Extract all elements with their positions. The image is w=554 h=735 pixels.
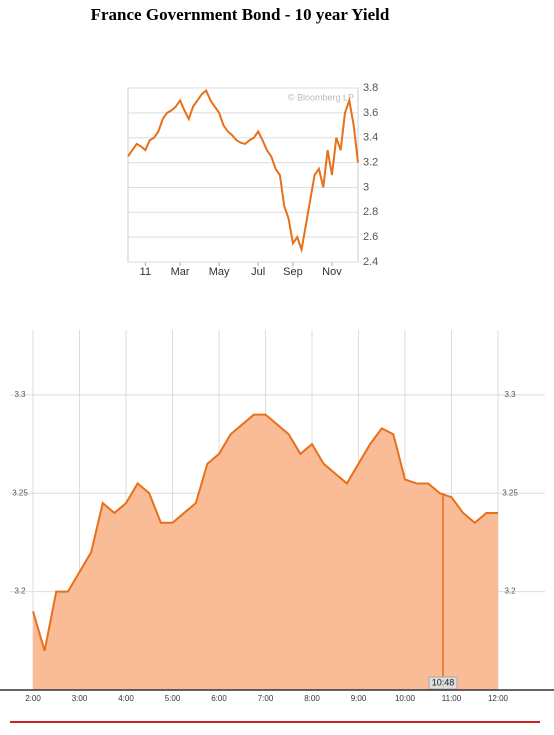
y-tick-label: 3.4 [363,132,378,144]
y-tick-label: 2.8 [363,206,378,218]
price-area [33,414,498,690]
y-tick-label: 2.6 [363,231,378,243]
y-tick-label-right: 3.2 [504,587,516,596]
y-tick-label: 3.6 [363,107,378,119]
y-tick-label: 3.2 [363,156,378,168]
x-tick-label: Sep [283,266,303,278]
x-tick-label: 10:00 [395,694,416,703]
x-tick-label: 7:00 [258,694,274,703]
x-tick-label: 8:00 [304,694,320,703]
y-tick-label: 3.25 [12,488,28,497]
price-line [32,413,498,651]
page-title: France Government Bond - 10 year Yield [91,5,390,24]
marker-label: 10:48 [432,677,455,687]
price-line [127,88,359,254]
y-tick-label: 3.3 [14,390,26,399]
plot-frame [127,87,359,263]
x-tick-label: 2:00 [25,694,41,703]
x-tick-label: 11 [140,266,151,278]
x-tick-label: 11:00 [442,694,462,703]
x-tick-label: 6:00 [211,694,227,703]
x-tick-label: 5:00 [165,694,181,703]
watermark: © Bloomberg LP [288,92,354,102]
y-tick-label: 3 [363,181,369,193]
y-tick-label: 3.2 [14,587,26,596]
x-tick-label: 3:00 [72,694,88,703]
x-tick-label: 12:00 [488,694,509,703]
y-tick-label: 3.8 [363,82,378,94]
y-tick-label: 2.4 [363,256,378,268]
x-tick-label: Nov [322,266,342,278]
x-tick-label: Mar [171,266,190,278]
x-tick-label: 4:00 [118,694,134,703]
marker-box [428,676,458,690]
x-tick-label: May [209,266,230,278]
x-tick-label: Jul [251,266,265,278]
x-tick-label: 9:00 [351,694,367,703]
y-tick-label-right: 3.3 [504,390,516,399]
y-tick-label-right: 3.25 [502,488,518,497]
